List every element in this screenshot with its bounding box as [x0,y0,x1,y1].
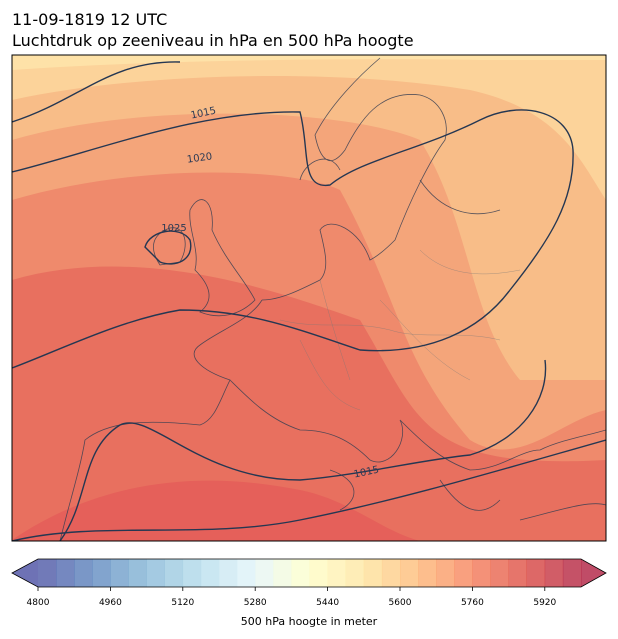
coastline [261,57,501,301]
colorbar-segment [418,559,437,587]
colorbar-segment [219,559,238,587]
colorbar-segment [436,559,455,587]
colorbar-segment [38,559,57,587]
colorbar-tick-label: 4800 [27,598,50,608]
contour-label: 1015 [190,106,217,122]
colorbar-segment [381,559,401,587]
contour-label: 1020 [186,151,213,165]
colorbar-segment [508,559,527,587]
colorbar-outline [11,558,607,588]
colorbar-extend [12,559,38,587]
colorbar-segment [56,559,75,587]
isobar [144,230,192,265]
colorbar-segment [291,559,310,587]
colorbar-segment [182,559,202,587]
colorbar-segment [472,559,491,587]
colorbar-segment [164,559,184,587]
colorbar-segment [146,559,165,587]
colorbar-segment [327,559,346,587]
map-frame [11,54,607,542]
colorbar-tick-label: 5760 [461,598,484,608]
colorbar: 4800 4960 5120 5280 5440 5600 5760 5920 [11,558,607,608]
isobar [12,109,574,369]
colorbar-tick-label: 5120 [171,598,194,608]
colorbar-segment [74,559,93,587]
coastline [153,199,256,317]
colorbar-segment [110,559,129,587]
colorbar-tick-label: 5920 [533,598,556,608]
colorbar-segment [363,559,383,587]
band [12,55,606,380]
band [12,55,606,200]
colorbar-segment [400,559,419,587]
colorbar-segment [490,559,509,587]
colorbar-segment [526,559,546,587]
map: 1015 1020 1025 1015 [12,55,606,541]
band [12,480,420,541]
contour-label: 1025 [161,223,186,234]
isobar [12,61,181,123]
colorbar-extend [581,559,606,587]
coastline [59,299,606,541]
colorbar-tick-label: 4960 [99,598,122,608]
colorbar-segment [92,559,111,587]
border [279,249,521,411]
band [12,55,606,70]
colorbar-segment [544,559,564,587]
date: 11-09-1819 12 UTC [12,10,167,29]
colorbar-segment [255,559,274,587]
contour-label: 1015 [353,465,380,481]
colorbar-segment [345,559,365,587]
colorbar-segment [454,559,473,587]
colorbar-tick-label: 5440 [316,598,339,608]
colorbar-segment [273,559,292,587]
isobar [12,359,606,541]
colorbar-segment [128,559,147,587]
colorbar-segment [237,559,256,587]
colorbar-segment [562,559,582,587]
colorbar-label: 500 hPa hoogte in meter [241,615,378,628]
title: Luchtdruk op zeeniveau in hPa en 500 hPa… [12,31,414,50]
colorbar-tick-label: 5280 [244,598,267,608]
colorbar-segment [200,559,220,587]
colorbar-segment [309,559,328,587]
colorbar-tick-label: 5600 [389,598,412,608]
